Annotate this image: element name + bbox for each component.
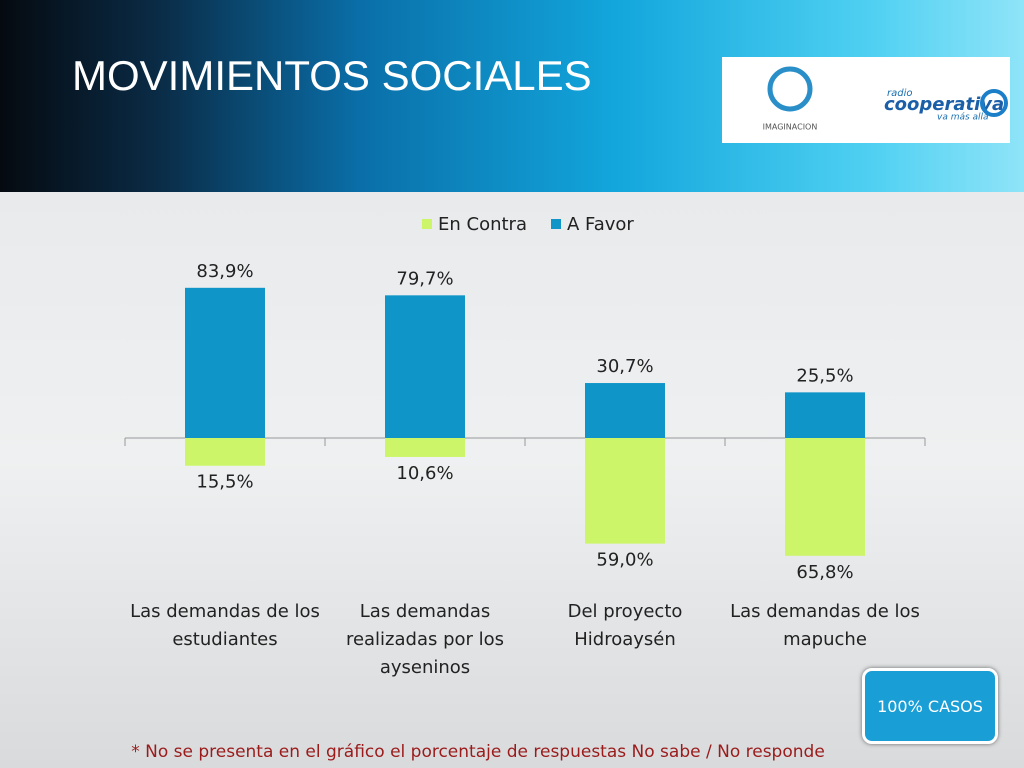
logo-right-small: radio	[887, 88, 912, 99]
value-label: 79,7%	[396, 268, 453, 289]
bar	[785, 392, 865, 438]
logos: IMAGINACION radio cooperativa va más all…	[763, 66, 1008, 132]
value-label: 10,6%	[396, 463, 453, 484]
bar	[585, 383, 665, 438]
bar	[185, 287, 265, 438]
legend-swatch	[551, 219, 561, 229]
legend-label: En Contra	[438, 214, 527, 235]
logo-swirl	[980, 89, 1008, 117]
logo-box: IMAGINACION radio cooperativa va más all…	[722, 57, 1010, 143]
logo-right-text: cooperativa	[884, 94, 1004, 115]
slide-title: MOVIMIENTOS SOCIALES	[72, 52, 592, 99]
cases-button[interactable]: 100% CASOS	[862, 668, 998, 744]
legend-swatch	[422, 219, 432, 229]
value-label: 83,9%	[196, 261, 253, 282]
bar	[385, 438, 465, 457]
category-label: Las demandas de los estudiantes	[130, 601, 320, 650]
logo-right-tagline: va más allá	[937, 113, 989, 123]
bar	[585, 438, 665, 544]
legend-label: A Favor	[567, 214, 634, 235]
value-label: 59,0%	[596, 550, 653, 571]
value-label: 15,5%	[196, 472, 253, 493]
category-label: Las demandas realizadas por los aysenino…	[345, 601, 505, 678]
value-label: 65,8%	[796, 562, 853, 583]
bar	[185, 438, 265, 466]
category-label: Las demandas de los mapuche	[730, 601, 920, 650]
bar	[385, 295, 465, 438]
value-label: 25,5%	[796, 365, 853, 386]
logo-left-text: IMAGINACION	[763, 123, 818, 132]
logo-globe	[767, 66, 813, 112]
category-label: Del proyecto Hidroaysén	[567, 601, 683, 650]
footnote: * No se presenta en el gráfico el porcen…	[131, 742, 825, 762]
bar	[785, 438, 865, 556]
value-label: 30,7%	[596, 356, 653, 377]
